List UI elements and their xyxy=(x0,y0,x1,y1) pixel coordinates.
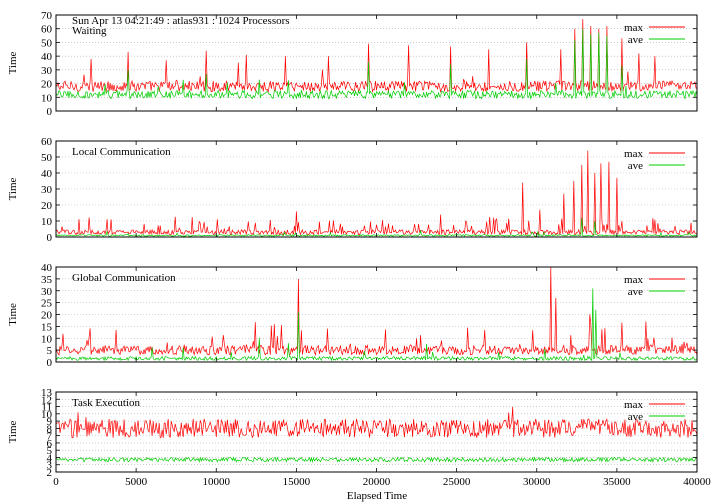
panel-title: Local Communication xyxy=(72,146,171,158)
y-tick-label: 3 xyxy=(47,460,53,472)
y-axis-label: Time xyxy=(7,51,19,74)
y-tick-label: 10 xyxy=(41,409,53,421)
y-tick-label: 5 xyxy=(47,345,53,357)
series-line-max xyxy=(55,266,698,357)
y-tick-label: 10 xyxy=(41,216,53,228)
y-tick-label: 0 xyxy=(47,232,53,244)
y-axis-label: Time xyxy=(7,177,19,200)
y-tick-label: 0 xyxy=(47,357,53,369)
y-tick-label: 5 xyxy=(47,445,53,457)
y-tick-label: 13 xyxy=(41,387,53,399)
x-tick-label: 25000 xyxy=(443,476,471,488)
legend-label-ave: ave xyxy=(628,160,643,172)
y-tick-label: 60 xyxy=(41,136,53,148)
y-axis-label: Time xyxy=(7,303,19,326)
y-tick-label: 8 xyxy=(47,423,53,435)
y-tick-label: 20 xyxy=(41,310,53,322)
panel-title: Global Communication xyxy=(72,272,176,284)
y-tick-label: 10 xyxy=(41,92,53,104)
series-line-max xyxy=(55,406,698,439)
x-tick-label: 20000 xyxy=(363,476,391,488)
y-tick-label: 9 xyxy=(47,416,53,428)
series-line-ave xyxy=(55,456,698,464)
y-tick-label: 4 xyxy=(47,452,53,464)
series-line-ave xyxy=(55,28,698,100)
y-tick-label: 0 xyxy=(47,106,53,118)
y-tick-label: 30 xyxy=(41,286,53,298)
legend-label-max: max xyxy=(624,274,643,286)
y-tick-label: 11 xyxy=(41,402,52,414)
y-tick-label: 40 xyxy=(41,262,53,274)
legend-label-ave: ave xyxy=(628,286,643,298)
series-line-max xyxy=(55,150,698,236)
y-tick-label: 70 xyxy=(41,10,53,22)
x-tick-label: 5000 xyxy=(125,476,148,488)
y-tick-label: 6 xyxy=(47,438,53,450)
x-tick-label: 15000 xyxy=(283,476,311,488)
y-axis-label: Time xyxy=(7,420,19,443)
series-line-max xyxy=(55,19,698,94)
panel-title: Waiting xyxy=(72,25,107,37)
legend-label-max: max xyxy=(624,148,643,160)
x-tick-label: 40000 xyxy=(683,476,711,488)
y-tick-label: 12 xyxy=(41,394,52,406)
plot-frame xyxy=(55,14,698,112)
y-tick-label: 60 xyxy=(41,24,53,36)
x-tick-label: 30000 xyxy=(523,476,551,488)
legend-label-ave: ave xyxy=(628,34,643,46)
y-tick-label: 20 xyxy=(41,200,53,212)
y-tick-label: 30 xyxy=(41,184,53,196)
x-tick-label: 0 xyxy=(53,476,59,488)
legend-label-ave: ave xyxy=(628,411,643,423)
y-tick-label: 35 xyxy=(41,274,53,286)
y-tick-label: 7 xyxy=(47,431,53,443)
x-tick-label: 10000 xyxy=(203,476,231,488)
x-tick-label: 35000 xyxy=(603,476,631,488)
y-tick-label: 30 xyxy=(41,65,53,77)
y-tick-label: 40 xyxy=(41,51,53,63)
y-tick-label: 10 xyxy=(41,333,53,345)
y-tick-label: 2 xyxy=(47,467,53,479)
y-tick-label: 50 xyxy=(41,152,53,164)
legend-label-max: max xyxy=(624,22,643,34)
y-tick-label: 25 xyxy=(41,298,53,310)
series-line-ave xyxy=(55,288,698,362)
y-tick-label: 40 xyxy=(41,168,53,180)
panel-title: Task Execution xyxy=(72,397,140,409)
chart-header: Sun Apr 13 04:21:49 : atlas931 : 1024 Pr… xyxy=(72,15,290,27)
y-tick-label: 15 xyxy=(41,321,53,333)
y-tick-label: 20 xyxy=(41,79,53,91)
x-axis-label: Elapsed Time xyxy=(347,490,407,502)
legend-label-max: max xyxy=(624,399,643,411)
y-tick-label: 50 xyxy=(41,37,53,49)
